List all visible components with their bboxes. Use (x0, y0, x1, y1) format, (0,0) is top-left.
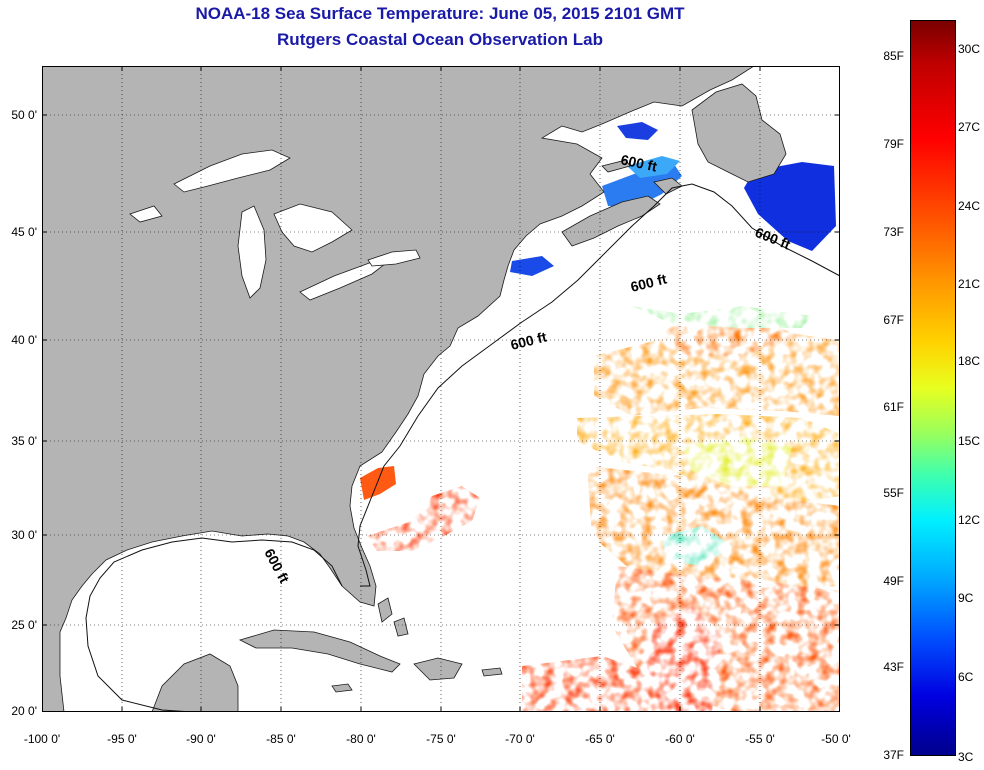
colorbar-c-tick: 15C (958, 434, 981, 448)
sst-patch-cyan (662, 526, 732, 566)
sst-patch-blue (602, 164, 682, 208)
sst-patch-orange (587, 466, 840, 591)
sst-patch-blue (510, 256, 554, 276)
jamaica-land (331, 683, 353, 693)
sst-patch-deep-blue (744, 162, 836, 251)
yucatan-land (151, 653, 239, 712)
lat-label-40: 40 0' (11, 333, 37, 347)
puerto-rico-land (481, 667, 503, 677)
colorbar-c-tick: 12C (958, 513, 981, 527)
map-title: NOAA-18 Sea Surface Temperature: June 05… (195, 4, 685, 23)
lon-label--65: -65 0' (585, 732, 615, 746)
colorbar-f-tick: 49F (883, 574, 904, 588)
colorbar-f-tick: 79F (883, 137, 904, 151)
colorbar-gradient (910, 20, 956, 756)
lake-winnipeg-fragment (129, 205, 163, 223)
colorbar-f-tick: 37F (883, 748, 904, 762)
isobath-gulf (85, 537, 343, 712)
colorbar-f-tick: 85F (883, 49, 904, 63)
colorbar-f-tick: 55F (883, 486, 904, 500)
land-layer (42, 66, 787, 712)
sst-patch-yellow (682, 436, 792, 486)
lake-erie (299, 259, 392, 301)
map-subtitle: Rutgers Coastal Ocean Observation Lab (277, 30, 603, 49)
colorbar-f-tick: 61F (883, 400, 904, 414)
lon-label--55: -55 0' (745, 732, 775, 746)
colorbar-c-tick: 30C (958, 42, 981, 56)
cuba-land (238, 629, 401, 673)
isobath-600ft (85, 183, 840, 712)
temperature-colorbar (910, 20, 956, 756)
lon-label--90: -90 0' (186, 732, 216, 746)
lake-ontario (367, 249, 421, 267)
sst-patch-orange (594, 328, 840, 416)
colorbar-f-tick: 73F (883, 225, 904, 239)
lon-label--100: -100 0' (23, 732, 61, 746)
lake-huron (273, 203, 353, 253)
sst-patch-red (367, 486, 480, 551)
colorbar-c-tick: 24C (958, 199, 981, 213)
sst-patch-blue (617, 122, 658, 140)
colorbar-c-tick: 21C (958, 277, 981, 291)
lon-label--85: -85 0' (266, 732, 296, 746)
colorbar-c-tick: 6C (958, 670, 974, 684)
great-lakes (129, 149, 421, 301)
bahamas-land (393, 617, 409, 637)
nova-scotia-land (561, 195, 661, 247)
newfoundland-land (691, 83, 787, 183)
lat-label-30: 30 0' (11, 528, 37, 542)
sst-map[interactable]: 600 ft 600 ft 600 ft 600 ft 600 ft (42, 66, 840, 712)
lat-label-25: 25 0' (11, 618, 37, 632)
sst-patch-light-blue (627, 156, 680, 178)
lon-label--80: -80 0' (346, 732, 376, 746)
lat-label-20: 20 0' (11, 704, 37, 718)
anticosti-land (601, 159, 631, 173)
graticule (42, 66, 840, 712)
lon-label--50: -50 0' (821, 732, 851, 746)
contour-label: 600 ft (619, 151, 658, 174)
lake-superior (173, 149, 291, 193)
bahamas-land (377, 597, 393, 623)
sst-patch-red (647, 606, 722, 712)
lon-label--75: -75 0' (426, 732, 456, 746)
north-america-land (42, 66, 755, 712)
colorbar-f-tick: 67F (883, 313, 904, 327)
sst-patch-red (522, 656, 702, 712)
lake-michigan (237, 205, 267, 299)
frame-ticks (42, 66, 840, 712)
colorbar-c-tick: 3C (958, 750, 974, 764)
colorbar-c-tick: 27C (958, 120, 981, 134)
colorbar-f-tick: 43F (883, 660, 904, 674)
lat-label-35: 35 0' (11, 434, 37, 448)
sst-map-canvas: 600 ft 600 ft 600 ft 600 ft 600 ft (42, 66, 840, 712)
lon-label--95: -95 0' (107, 732, 137, 746)
colorbar-c-tick: 18C (958, 354, 981, 368)
sst-data-layer (218, 122, 840, 712)
sst-patch-gulf-stream (360, 466, 396, 500)
sst-patch-orange (662, 322, 802, 356)
lat-label-45: 45 0' (11, 225, 37, 239)
lon-label--70: -70 0' (505, 732, 535, 746)
lat-label-50: 50 0' (11, 108, 37, 122)
sst-patch-green (632, 306, 812, 328)
lon-label--60: -60 0' (665, 732, 695, 746)
isobath-atlantic (357, 183, 840, 587)
hispaniola-land (413, 657, 463, 681)
colorbar-c-tick: 9C (958, 591, 974, 605)
